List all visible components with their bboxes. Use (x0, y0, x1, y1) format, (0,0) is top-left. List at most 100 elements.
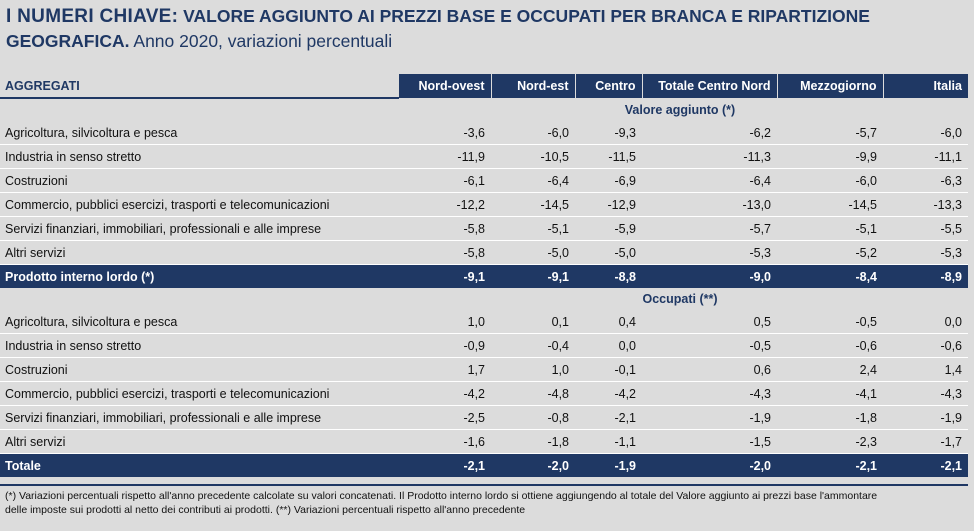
total-value: -9,1 (398, 264, 491, 288)
cell-value: -0,1 (575, 357, 642, 382)
cell-value: -6,4 (642, 168, 777, 193)
cell-value: -6,3 (883, 168, 968, 193)
cell-value: 0,0 (575, 333, 642, 358)
row-label: Costruzioni (0, 168, 398, 193)
cell-value: -1,7 (883, 429, 968, 454)
title-main: VALORE AGGIUNTO AI PREZZI BASE E OCCUPAT… (6, 6, 870, 51)
cell-value: -14,5 (491, 192, 575, 217)
section-heading: Valore aggiunto (*) (624, 103, 736, 117)
cell-value: -2,3 (777, 429, 883, 454)
cell-value: -4,3 (642, 381, 777, 406)
total-row: Totale -2,1 -2,0 -1,9 -2,0 -2,1 -2,1 (0, 453, 968, 477)
total-row: Prodotto interno lordo (*) -9,1 -9,1 -8,8 -9… (0, 264, 968, 288)
cell-value: -5,7 (777, 121, 883, 145)
cell-value: -5,8 (398, 216, 491, 241)
cell-value: 0,4 (575, 310, 642, 334)
cell-value: -0,8 (491, 405, 575, 430)
cell-value: 0,0 (883, 310, 968, 334)
cell-value: -12,2 (398, 192, 491, 217)
total-value: -2,0 (491, 453, 575, 477)
section-heading-row: Occupati (**) (0, 288, 968, 310)
table-row: Industria in senso stretto -11,9 -10,5 -11,… (0, 144, 968, 169)
cell-value: -9,9 (777, 144, 883, 169)
cell-value: -1,6 (398, 429, 491, 454)
total-label: Prodotto interno lordo (*) (0, 264, 398, 288)
table-row: Altri servizi -1,6 -1,8 -1,1 -1,5 -2,3 -1,7 (0, 429, 968, 454)
footnote-line-1: (*) Variazioni percentuali rispetto all'… (5, 490, 878, 502)
cell-value: 1,0 (491, 357, 575, 382)
table-row: Servizi finanziari, immobiliari, profess… (0, 405, 968, 430)
total-value: -2,1 (777, 453, 883, 477)
cell-value: -6,0 (883, 121, 968, 145)
cell-value: -4,3 (883, 381, 968, 406)
cell-value: 1,4 (883, 357, 968, 382)
total-value: -8,9 (883, 264, 968, 288)
cell-value: -4,2 (398, 381, 491, 406)
cell-value: -0,5 (777, 310, 883, 334)
total-value: -2,1 (883, 453, 968, 477)
cell-value: -5,9 (575, 216, 642, 241)
row-label: Servizi finanziari, immobiliari, profess… (0, 216, 398, 241)
row-label: Costruzioni (0, 357, 398, 382)
cell-value: -1,8 (777, 405, 883, 430)
cell-value: -5,0 (575, 240, 642, 265)
footnote-line-2: delle imposte sui prodotti al netto dei … (5, 504, 526, 516)
cell-value: -5,2 (777, 240, 883, 265)
cell-value: -0,4 (491, 333, 575, 358)
cell-value: 0,6 (642, 357, 777, 382)
cell-value: -6,1 (398, 168, 491, 193)
cell-value: -1,8 (491, 429, 575, 454)
total-value: -1,9 (575, 453, 642, 477)
table-row: Industria in senso stretto -0,9 -0,4 0,0 -0,… (0, 333, 968, 358)
cell-value: -11,5 (575, 144, 642, 169)
cell-value: 0,1 (491, 310, 575, 334)
column-header-aggregati: AGGREGATI (0, 74, 398, 99)
section-heading-row: Valore aggiunto (*) (0, 98, 968, 121)
cell-value: -2,5 (398, 405, 491, 430)
cell-value: -2,1 (575, 405, 642, 430)
cell-value: -9,3 (575, 121, 642, 145)
table-row: Costruzioni -6,1 -6,4 -6,9 -6,4 -6,0 -6,3 (0, 168, 968, 193)
cell-value: -10,5 (491, 144, 575, 169)
column-header-italia: Italia (882, 74, 968, 98)
page-title: I NUMERI CHIAVE: VALORE AGGIUNTO AI PREZ… (6, 4, 966, 54)
column-header-mezzogiorno: Mezzogiorno (776, 74, 883, 98)
cell-value: -1,9 (642, 405, 777, 430)
row-label: Commercio, pubblici esercizi, trasporti … (0, 381, 398, 406)
cell-value: -5,7 (642, 216, 777, 241)
table-row: Agricoltura, silvicoltura e pesca 1,0 0,1 0… (0, 310, 968, 334)
table-row: Commercio, pubblici esercizi, trasporti … (0, 381, 968, 406)
cell-value: -3,6 (398, 121, 491, 145)
cell-value: -5,1 (491, 216, 575, 241)
footnote: (*) Variazioni percentuali rispetto all'… (0, 484, 968, 517)
row-label: Servizi finanziari, immobiliari, profess… (0, 405, 398, 430)
cell-value: -6,4 (491, 168, 575, 193)
cell-value: -0,6 (777, 333, 883, 358)
row-label: Industria in senso stretto (0, 144, 398, 169)
cell-value: -6,2 (642, 121, 777, 145)
cell-value: -6,0 (777, 168, 883, 193)
cell-value: -4,8 (491, 381, 575, 406)
total-value: -8,8 (575, 264, 642, 288)
cell-value: -5,3 (883, 240, 968, 265)
row-label: Altri servizi (0, 240, 398, 265)
table-header-row: AGGREGATI Nord-ovest Nord-est Centro Tot… (0, 74, 968, 99)
cell-value: 1,7 (398, 357, 491, 382)
total-value: -2,1 (398, 453, 491, 477)
cell-value: -11,1 (883, 144, 968, 169)
table-row: Agricoltura, silvicoltura e pesca -3,6 -6,… (0, 121, 968, 145)
data-table: AGGREGATI Nord-ovest Nord-est Centro Tot… (0, 74, 968, 477)
row-label: Industria in senso stretto (0, 333, 398, 358)
cell-value: -5,3 (642, 240, 777, 265)
row-label: Agricoltura, silvicoltura e pesca (0, 121, 398, 145)
cell-value: -5,8 (398, 240, 491, 265)
cell-value: -5,5 (883, 216, 968, 241)
cell-value: -11,3 (642, 144, 777, 169)
cell-value: -5,1 (777, 216, 883, 241)
cell-value: -14,5 (777, 192, 883, 217)
cell-value: -6,0 (491, 121, 575, 145)
column-header-nord-ovest: Nord-ovest (397, 74, 491, 98)
total-value: -8,4 (777, 264, 883, 288)
cell-value: 1,0 (398, 310, 491, 334)
row-label: Altri servizi (0, 429, 398, 454)
